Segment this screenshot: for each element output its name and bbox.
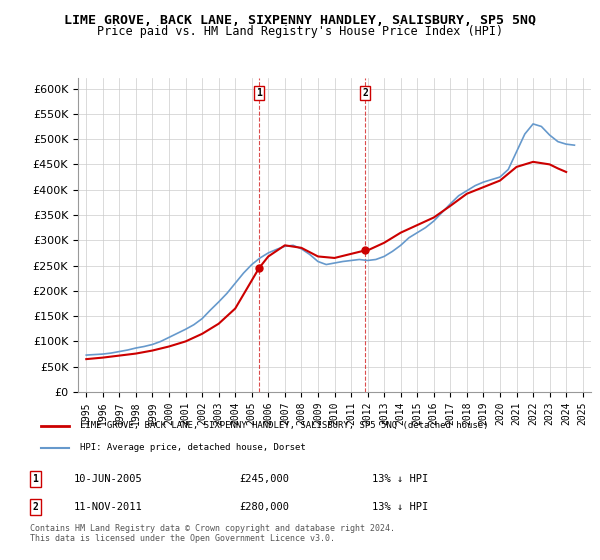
- Text: 1: 1: [256, 88, 262, 98]
- Text: 1: 1: [32, 474, 38, 484]
- Text: HPI: Average price, detached house, Dorset: HPI: Average price, detached house, Dors…: [80, 444, 305, 452]
- Text: 2: 2: [32, 502, 38, 512]
- Text: 11-NOV-2011: 11-NOV-2011: [74, 502, 143, 512]
- Text: Contains HM Land Registry data © Crown copyright and database right 2024.
This d: Contains HM Land Registry data © Crown c…: [30, 524, 395, 543]
- Text: 13% ↓ HPI: 13% ↓ HPI: [372, 474, 428, 484]
- Text: 2: 2: [362, 88, 368, 98]
- Text: LIME GROVE, BACK LANE, SIXPENNY HANDLEY, SALISBURY, SP5 5NQ: LIME GROVE, BACK LANE, SIXPENNY HANDLEY,…: [64, 14, 536, 27]
- Text: LIME GROVE, BACK LANE, SIXPENNY HANDLEY, SALISBURY, SP5 5NQ (detached house): LIME GROVE, BACK LANE, SIXPENNY HANDLEY,…: [80, 421, 488, 430]
- Text: £280,000: £280,000: [240, 502, 290, 512]
- Text: Price paid vs. HM Land Registry's House Price Index (HPI): Price paid vs. HM Land Registry's House …: [97, 25, 503, 38]
- Text: 13% ↓ HPI: 13% ↓ HPI: [372, 502, 428, 512]
- Text: £245,000: £245,000: [240, 474, 290, 484]
- Text: 10-JUN-2005: 10-JUN-2005: [74, 474, 143, 484]
